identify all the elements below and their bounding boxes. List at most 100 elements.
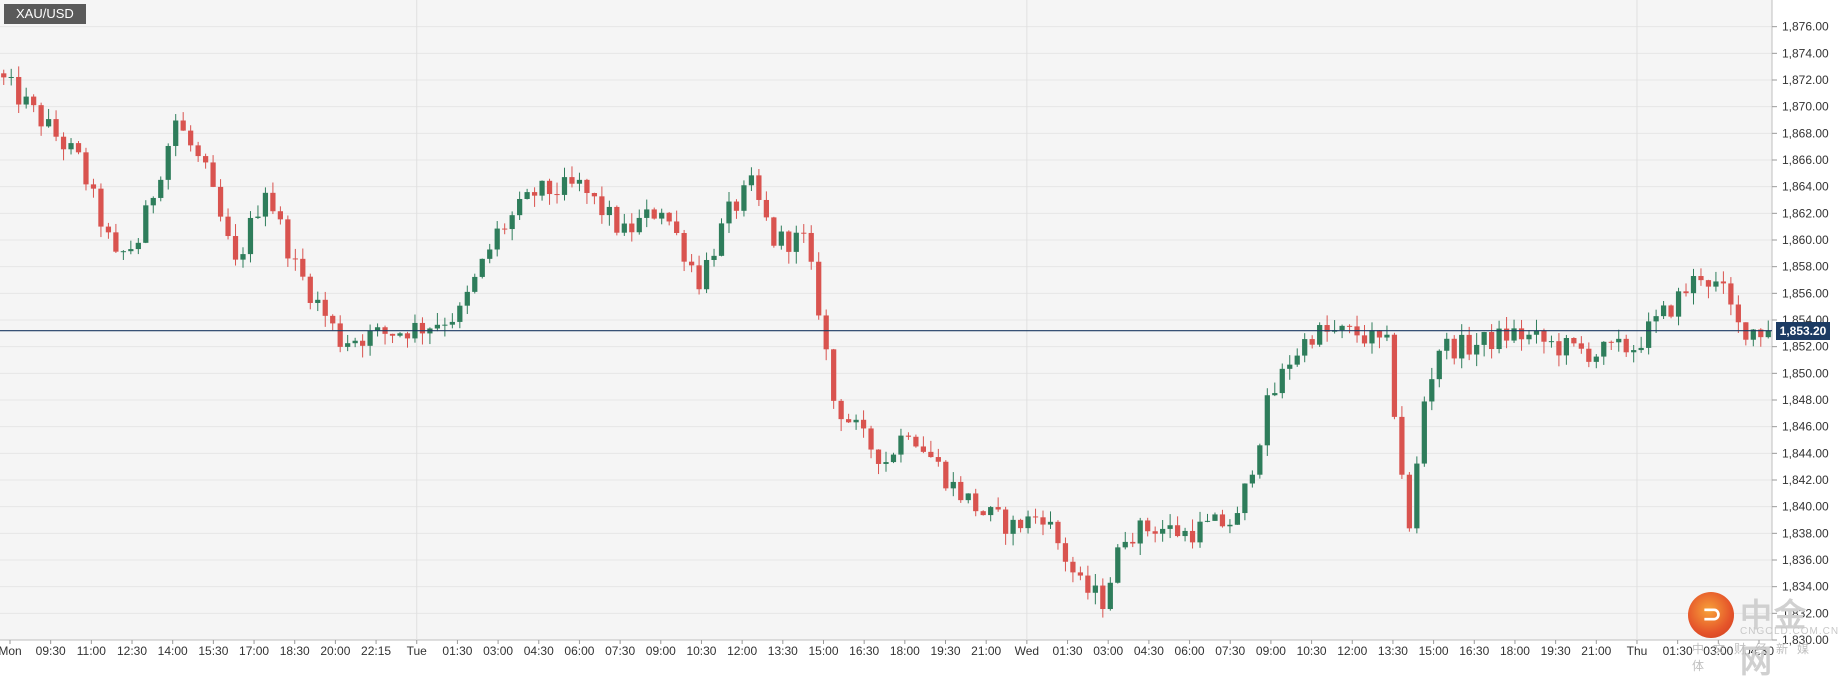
candle-body xyxy=(801,232,807,234)
candle-body xyxy=(995,507,1001,510)
candle-body xyxy=(1384,334,1390,338)
candle xyxy=(890,452,897,464)
candle-body xyxy=(1451,338,1457,359)
x-axis: Mon 09:30 11:00 12:30 14:00 15:30 17:00 18:30 20… xyxy=(0,0,1774,658)
candle-body xyxy=(703,259,710,290)
candle xyxy=(681,229,687,272)
x-tick-label: 21:00 xyxy=(1581,644,1611,658)
candle-body xyxy=(591,193,598,197)
candle-body xyxy=(1339,325,1345,331)
candle-body xyxy=(150,197,156,206)
candle xyxy=(920,436,927,454)
candle xyxy=(875,449,882,475)
candle-body xyxy=(853,419,859,423)
y-tick-label: 1,850.00 xyxy=(1782,366,1829,380)
x-tick-label: 07:30 xyxy=(1215,644,1245,658)
candle xyxy=(1631,344,1637,363)
candle xyxy=(1361,325,1368,347)
candle-body xyxy=(389,333,396,336)
candle-body xyxy=(965,493,971,501)
candle-body xyxy=(1623,338,1629,353)
candle xyxy=(591,192,598,205)
candle-body xyxy=(1683,291,1689,294)
candle-body xyxy=(277,211,283,220)
candle-body xyxy=(60,136,67,150)
candle xyxy=(1728,277,1734,316)
candle-body xyxy=(1631,350,1637,353)
candle xyxy=(1085,565,1091,600)
candle-body xyxy=(1242,483,1248,514)
candle-body xyxy=(531,192,538,196)
candle xyxy=(53,110,59,142)
candle xyxy=(270,182,276,215)
candle xyxy=(561,167,568,201)
candle xyxy=(285,215,291,267)
candle xyxy=(1720,271,1727,294)
y-tick-label: 1,840.00 xyxy=(1782,500,1829,514)
candle xyxy=(1122,531,1128,550)
candle-body xyxy=(158,179,164,198)
candle xyxy=(1705,279,1712,299)
candle xyxy=(1010,515,1016,546)
candle-body xyxy=(1077,572,1084,576)
x-tick-label: 03:00 xyxy=(1093,644,1123,658)
candle-body xyxy=(16,76,22,105)
candle xyxy=(1317,322,1323,347)
candle xyxy=(741,180,747,217)
candle xyxy=(621,213,627,236)
candle xyxy=(1324,315,1330,342)
candle xyxy=(434,312,441,332)
candle xyxy=(1212,512,1218,521)
candle xyxy=(330,314,336,331)
candle xyxy=(1115,544,1121,584)
candle xyxy=(965,493,971,504)
x-tick-label: 14:00 xyxy=(158,644,188,658)
candle-body xyxy=(1765,330,1771,338)
candle xyxy=(1032,508,1039,524)
candle-body xyxy=(1047,521,1054,525)
candle-body xyxy=(748,175,755,186)
y-tick-label: 1,876.00 xyxy=(1782,20,1829,34)
candle-body xyxy=(1174,525,1181,537)
candle xyxy=(763,191,769,221)
candle xyxy=(1040,510,1046,536)
candle xyxy=(1346,324,1353,334)
candle xyxy=(210,155,216,188)
candle-body xyxy=(554,194,560,196)
candle xyxy=(711,248,717,267)
grid xyxy=(0,26,1772,641)
candle-body xyxy=(1017,519,1024,529)
candle-body xyxy=(1219,514,1226,527)
candle xyxy=(1249,470,1255,488)
candle xyxy=(1130,532,1136,548)
candle xyxy=(943,460,949,491)
x-tick-label: 18:00 xyxy=(890,644,920,658)
candle-body xyxy=(980,511,986,516)
candle xyxy=(1092,573,1098,605)
candle xyxy=(1182,527,1188,542)
candle xyxy=(1204,513,1211,523)
candle xyxy=(1765,320,1771,339)
candle-body xyxy=(1414,463,1420,529)
candle xyxy=(1070,556,1076,583)
candle xyxy=(1675,287,1682,326)
candle-body xyxy=(808,232,814,262)
candle-body xyxy=(1167,525,1173,529)
candle-body xyxy=(1653,316,1659,322)
x-tick-label: 09:00 xyxy=(1256,644,1286,658)
candle-body xyxy=(285,219,291,259)
candle xyxy=(31,94,37,113)
y-tick-label: 1,832.00 xyxy=(1782,606,1829,620)
y-tick-label: 1,830.00 xyxy=(1782,633,1829,647)
candle xyxy=(868,425,874,459)
candle xyxy=(1339,324,1345,339)
candle-body xyxy=(793,232,799,252)
candle-body xyxy=(636,217,642,233)
x-tick-label: Mon xyxy=(0,644,22,658)
x-tick-label: 03:00 xyxy=(1703,644,1733,658)
candle-body xyxy=(1571,338,1577,344)
candle xyxy=(68,138,74,155)
candlestick-chart[interactable]: 1,876.00 1,874.00 1,872.00 1,870.00 1,868.00… xyxy=(0,0,1842,663)
candle xyxy=(958,476,964,503)
y-tick-label: 1,842.00 xyxy=(1782,473,1829,487)
